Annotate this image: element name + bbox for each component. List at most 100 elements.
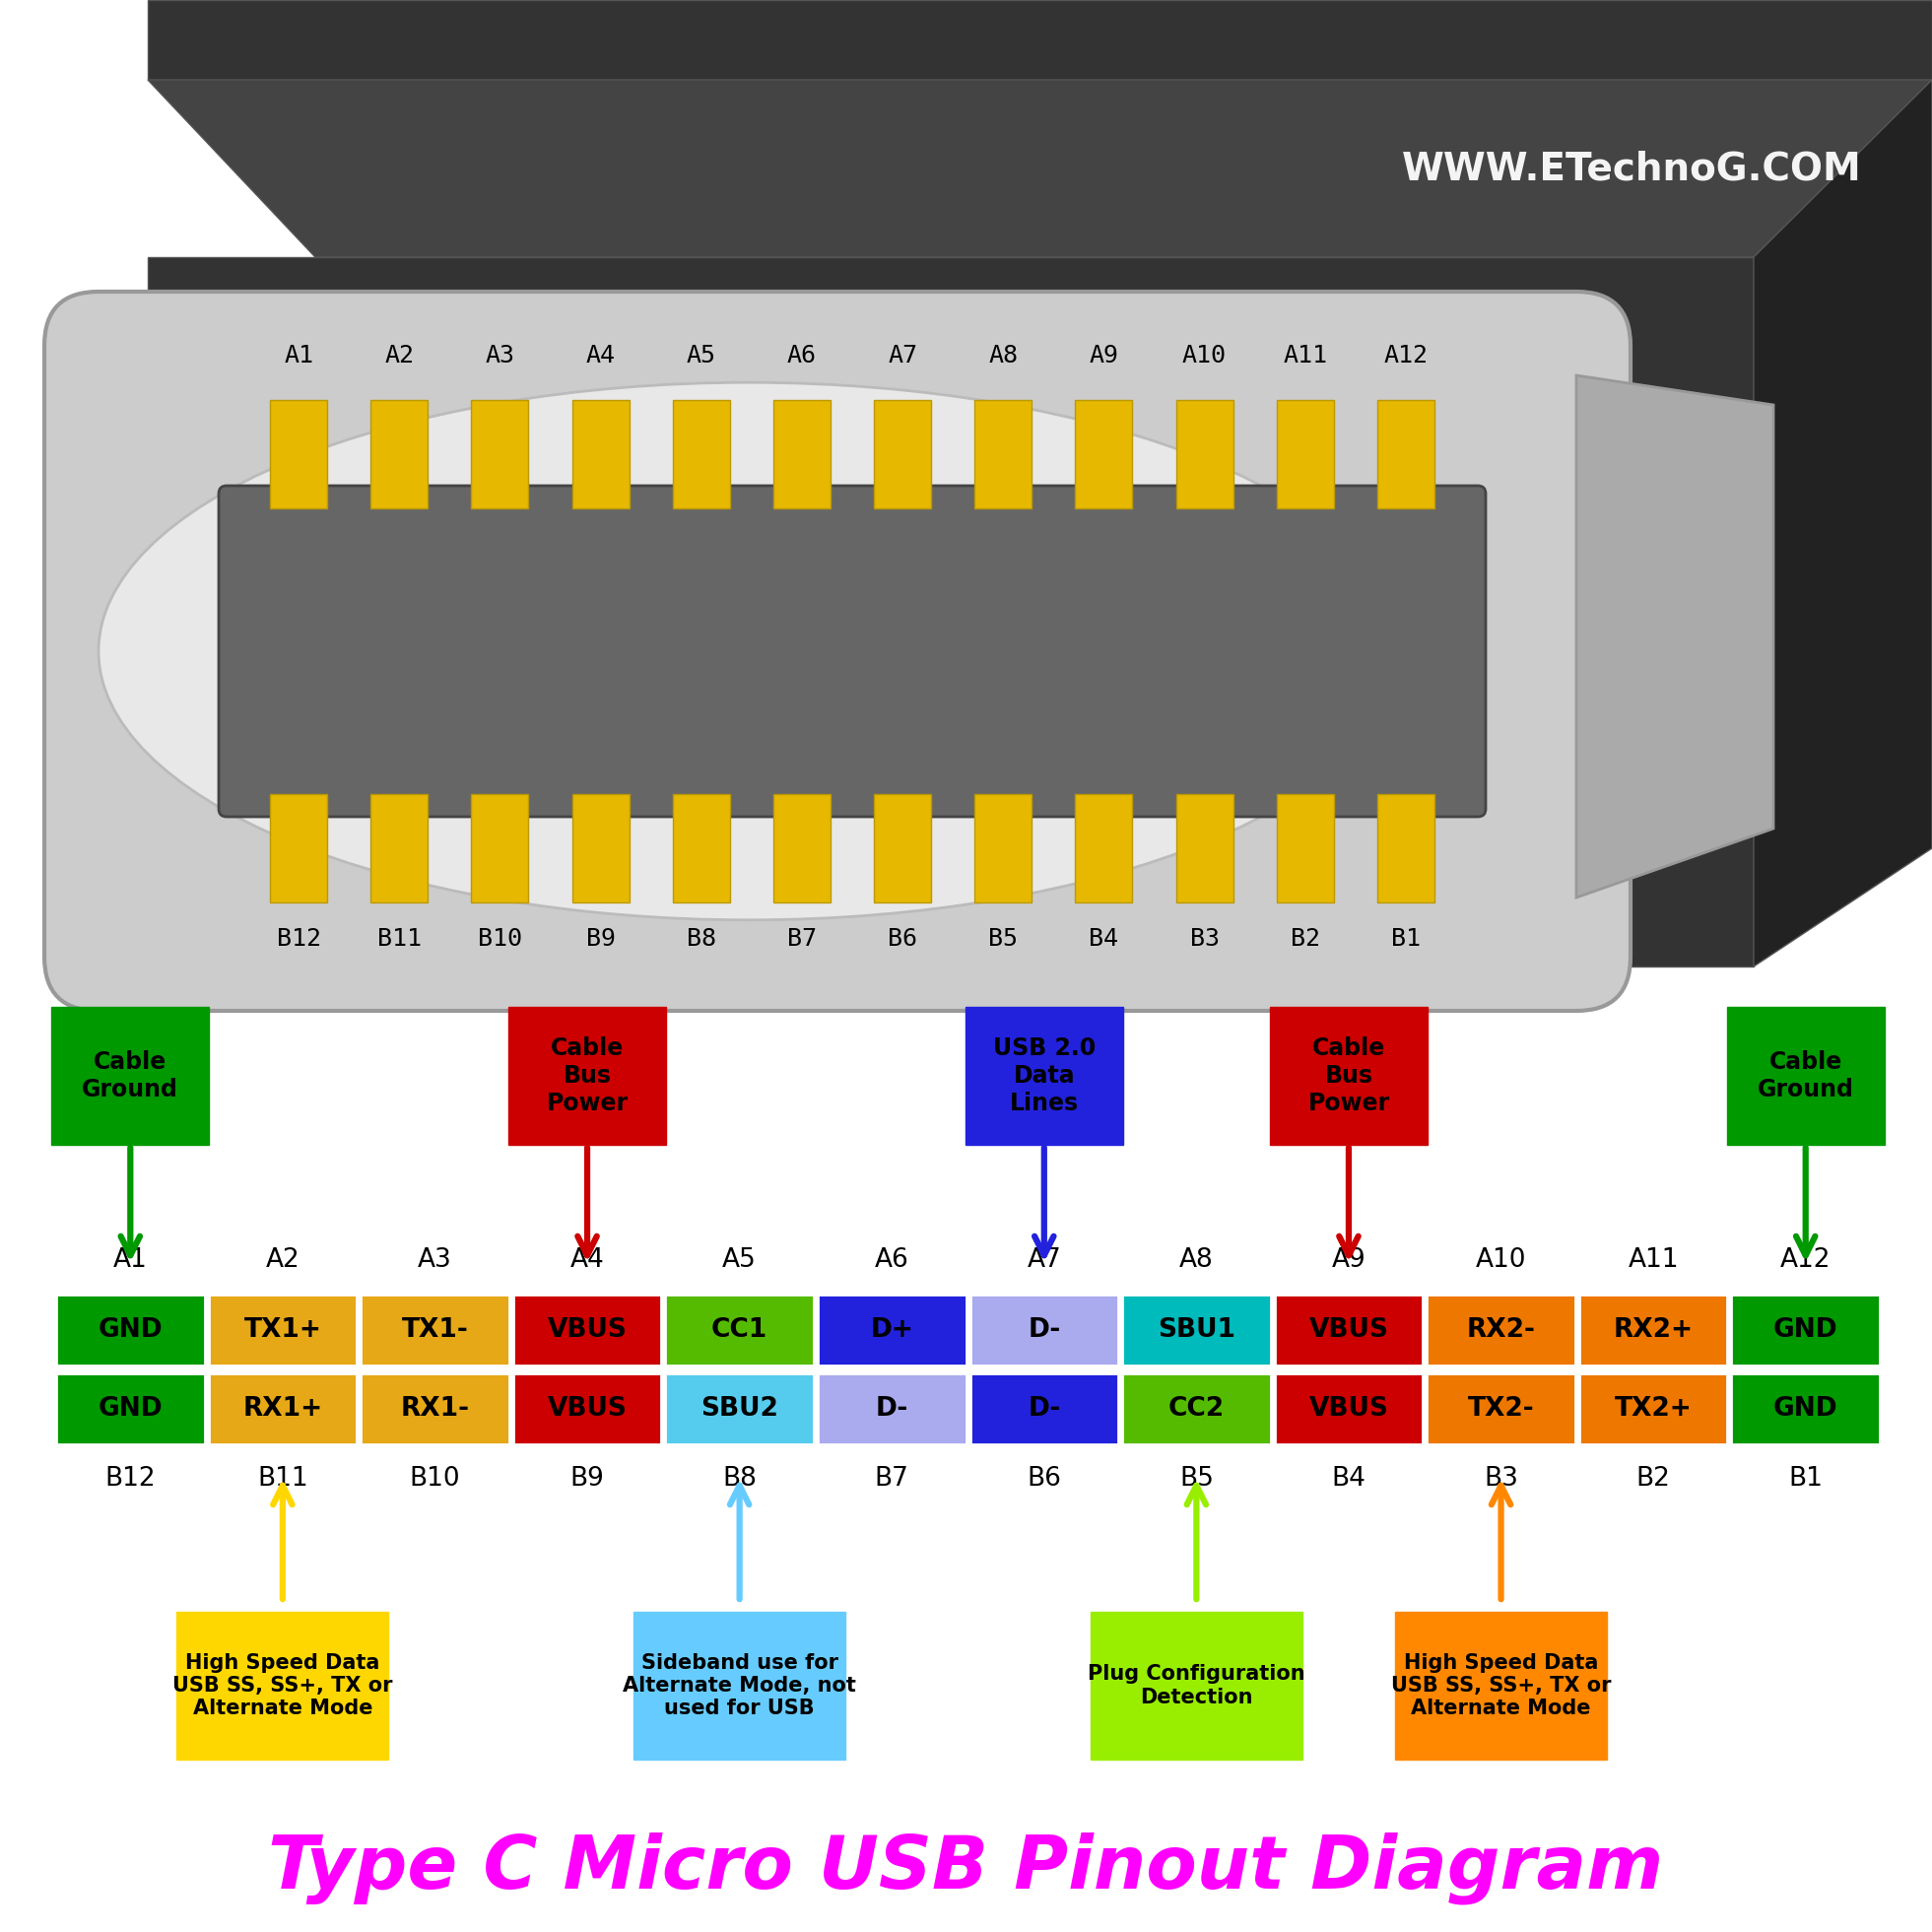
FancyBboxPatch shape	[471, 794, 529, 902]
FancyBboxPatch shape	[270, 794, 327, 902]
FancyBboxPatch shape	[56, 1374, 205, 1445]
Text: VBUS: VBUS	[1308, 1318, 1389, 1343]
FancyBboxPatch shape	[773, 400, 831, 508]
Text: B11: B11	[377, 927, 421, 951]
Text: B7: B7	[875, 1466, 908, 1492]
Text: A9: A9	[1090, 344, 1119, 367]
Polygon shape	[147, 0, 1932, 79]
Text: GND: GND	[99, 1318, 162, 1343]
FancyBboxPatch shape	[966, 1007, 1122, 1146]
Text: A1: A1	[284, 344, 313, 367]
Text: A4: A4	[570, 1248, 605, 1273]
Polygon shape	[147, 257, 1754, 966]
Text: Cable
Bus
Power: Cable Bus Power	[1308, 1037, 1389, 1115]
FancyBboxPatch shape	[572, 400, 630, 508]
Text: D-: D-	[1028, 1318, 1061, 1343]
Text: B7: B7	[786, 927, 817, 951]
Text: A11: A11	[1629, 1248, 1679, 1273]
FancyBboxPatch shape	[1177, 794, 1233, 902]
FancyBboxPatch shape	[1428, 1294, 1575, 1366]
Text: A12: A12	[1779, 1248, 1832, 1273]
Text: USB 2.0
Data
Lines: USB 2.0 Data Lines	[993, 1037, 1095, 1115]
Text: TX2+: TX2+	[1615, 1397, 1692, 1422]
FancyBboxPatch shape	[1122, 1294, 1271, 1366]
Text: B8: B8	[686, 927, 717, 951]
FancyBboxPatch shape	[471, 400, 529, 508]
Text: B9: B9	[570, 1466, 605, 1492]
Text: B5: B5	[989, 927, 1018, 951]
FancyBboxPatch shape	[1090, 1611, 1302, 1760]
Text: SBU2: SBU2	[701, 1397, 779, 1422]
Text: CC1: CC1	[711, 1318, 767, 1343]
FancyBboxPatch shape	[672, 400, 730, 508]
Text: B8: B8	[723, 1466, 757, 1492]
FancyBboxPatch shape	[1177, 400, 1233, 508]
FancyBboxPatch shape	[873, 400, 931, 508]
FancyBboxPatch shape	[572, 794, 630, 902]
Text: B12: B12	[276, 927, 321, 951]
Text: A8: A8	[1179, 1248, 1213, 1273]
Text: A6: A6	[786, 344, 817, 367]
FancyBboxPatch shape	[970, 1374, 1119, 1445]
Text: D+: D+	[869, 1318, 914, 1343]
Text: A5: A5	[723, 1248, 757, 1273]
Text: A10: A10	[1182, 344, 1227, 367]
Text: B6: B6	[887, 927, 918, 951]
Text: B3: B3	[1190, 927, 1219, 951]
Text: B2: B2	[1291, 927, 1320, 951]
Text: B1: B1	[1789, 1466, 1822, 1492]
Text: B10: B10	[410, 1466, 460, 1492]
FancyBboxPatch shape	[1578, 1374, 1727, 1445]
FancyBboxPatch shape	[514, 1374, 661, 1445]
Text: A11: A11	[1283, 344, 1327, 367]
Text: Cable
Ground: Cable Ground	[1758, 1051, 1855, 1101]
Text: B4: B4	[1331, 1466, 1366, 1492]
FancyBboxPatch shape	[1269, 1007, 1428, 1146]
Text: A10: A10	[1476, 1248, 1526, 1273]
Polygon shape	[147, 79, 1932, 257]
Text: B6: B6	[1028, 1466, 1061, 1492]
Text: B10: B10	[477, 927, 522, 951]
Text: High Speed Data
USB SS, SS+, TX or
Alternate Mode: High Speed Data USB SS, SS+, TX or Alter…	[172, 1654, 392, 1718]
Text: TX2-: TX2-	[1468, 1397, 1534, 1422]
FancyBboxPatch shape	[209, 1374, 357, 1445]
Text: Type C Micro USB Pinout Diagram: Type C Micro USB Pinout Diagram	[269, 1832, 1663, 1905]
FancyBboxPatch shape	[1277, 400, 1333, 508]
Text: GND: GND	[1774, 1397, 1837, 1422]
FancyBboxPatch shape	[508, 1007, 667, 1146]
FancyBboxPatch shape	[361, 1374, 510, 1445]
FancyBboxPatch shape	[1727, 1007, 1884, 1146]
FancyBboxPatch shape	[1378, 400, 1434, 508]
Text: TX1+: TX1+	[243, 1318, 321, 1343]
FancyBboxPatch shape	[817, 1374, 966, 1445]
Text: A8: A8	[989, 344, 1018, 367]
Text: SBU1: SBU1	[1157, 1318, 1235, 1343]
Text: B9: B9	[585, 927, 616, 951]
Polygon shape	[1577, 375, 1774, 898]
Text: B11: B11	[257, 1466, 307, 1492]
FancyBboxPatch shape	[665, 1294, 813, 1366]
FancyBboxPatch shape	[1076, 400, 1132, 508]
Text: B2: B2	[1636, 1466, 1671, 1492]
Ellipse shape	[99, 383, 1399, 920]
FancyBboxPatch shape	[371, 794, 427, 902]
Text: A2: A2	[384, 344, 413, 367]
Text: B12: B12	[104, 1466, 156, 1492]
Text: GND: GND	[99, 1397, 162, 1422]
Text: Cable
Bus
Power: Cable Bus Power	[547, 1037, 628, 1115]
Text: A12: A12	[1383, 344, 1428, 367]
Text: A3: A3	[417, 1248, 452, 1273]
FancyBboxPatch shape	[1395, 1611, 1607, 1760]
Text: A9: A9	[1331, 1248, 1366, 1273]
FancyBboxPatch shape	[1076, 794, 1132, 902]
Text: A7: A7	[887, 344, 918, 367]
FancyBboxPatch shape	[974, 794, 1032, 902]
FancyBboxPatch shape	[361, 1294, 510, 1366]
Text: D-: D-	[875, 1397, 908, 1422]
Text: Sideband use for
Alternate Mode, not
used for USB: Sideband use for Alternate Mode, not use…	[622, 1654, 856, 1718]
Text: A2: A2	[265, 1248, 299, 1273]
FancyBboxPatch shape	[1731, 1294, 1880, 1366]
FancyBboxPatch shape	[1277, 794, 1333, 902]
FancyBboxPatch shape	[970, 1294, 1119, 1366]
FancyBboxPatch shape	[514, 1294, 661, 1366]
